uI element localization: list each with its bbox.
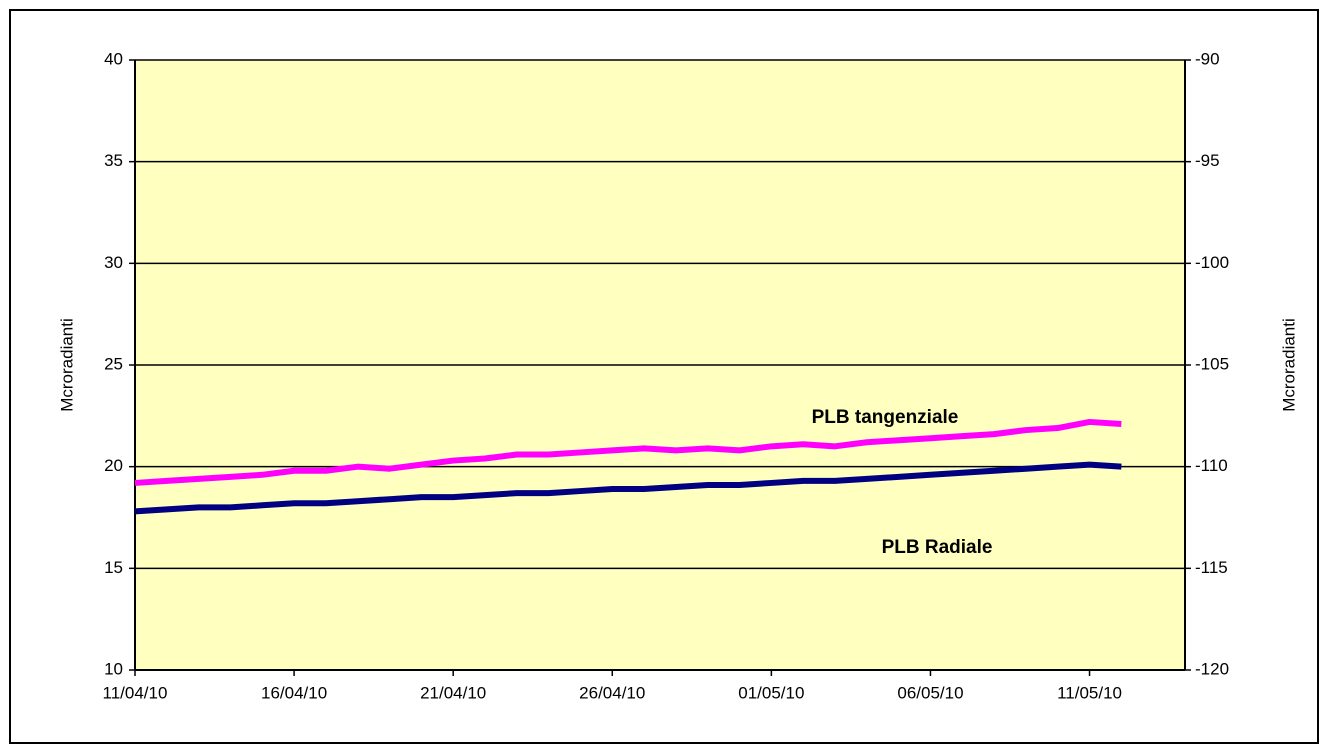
y-tick-label: 10 xyxy=(104,659,123,678)
series-line xyxy=(134,418,1122,486)
y-tick-label: 20 xyxy=(104,456,123,475)
x-tick-label: 16/04/10 xyxy=(261,683,327,702)
x-tick-label: 06/05/10 xyxy=(897,683,963,702)
y2-tick-label: -110 xyxy=(1195,456,1228,475)
y2-tick-label: -90 xyxy=(1195,49,1220,68)
y2-tick-label: -105 xyxy=(1195,354,1229,373)
y2-axis-label: Mcroradianti xyxy=(1279,318,1298,412)
x-tick-label: 11/05/10 xyxy=(1057,683,1122,702)
y-tick-label: 30 xyxy=(104,253,123,272)
series-label: PLB tangenziale xyxy=(812,407,959,428)
y-tick-label: 15 xyxy=(104,558,123,577)
series-label: PLB Radiale xyxy=(882,537,993,558)
x-tick-label: 01/05/10 xyxy=(738,683,804,702)
y-axis-label: Mcroradianti xyxy=(57,318,76,412)
y-tick-label: 40 xyxy=(104,49,123,68)
y2-tick-label: -115 xyxy=(1195,558,1228,577)
series-line xyxy=(134,461,1122,515)
x-tick-label: 21/04/10 xyxy=(420,683,486,702)
y2-tick-label: -100 xyxy=(1195,253,1229,272)
y2-tick-label: -120 xyxy=(1195,659,1229,678)
y2-tick-label: -95 xyxy=(1195,151,1220,170)
y-tick-label: 35 xyxy=(104,151,123,170)
x-tick-label: 26/04/10 xyxy=(579,683,645,702)
x-tick-label: 11/04/10 xyxy=(103,683,168,702)
y-tick-label: 25 xyxy=(104,354,123,373)
